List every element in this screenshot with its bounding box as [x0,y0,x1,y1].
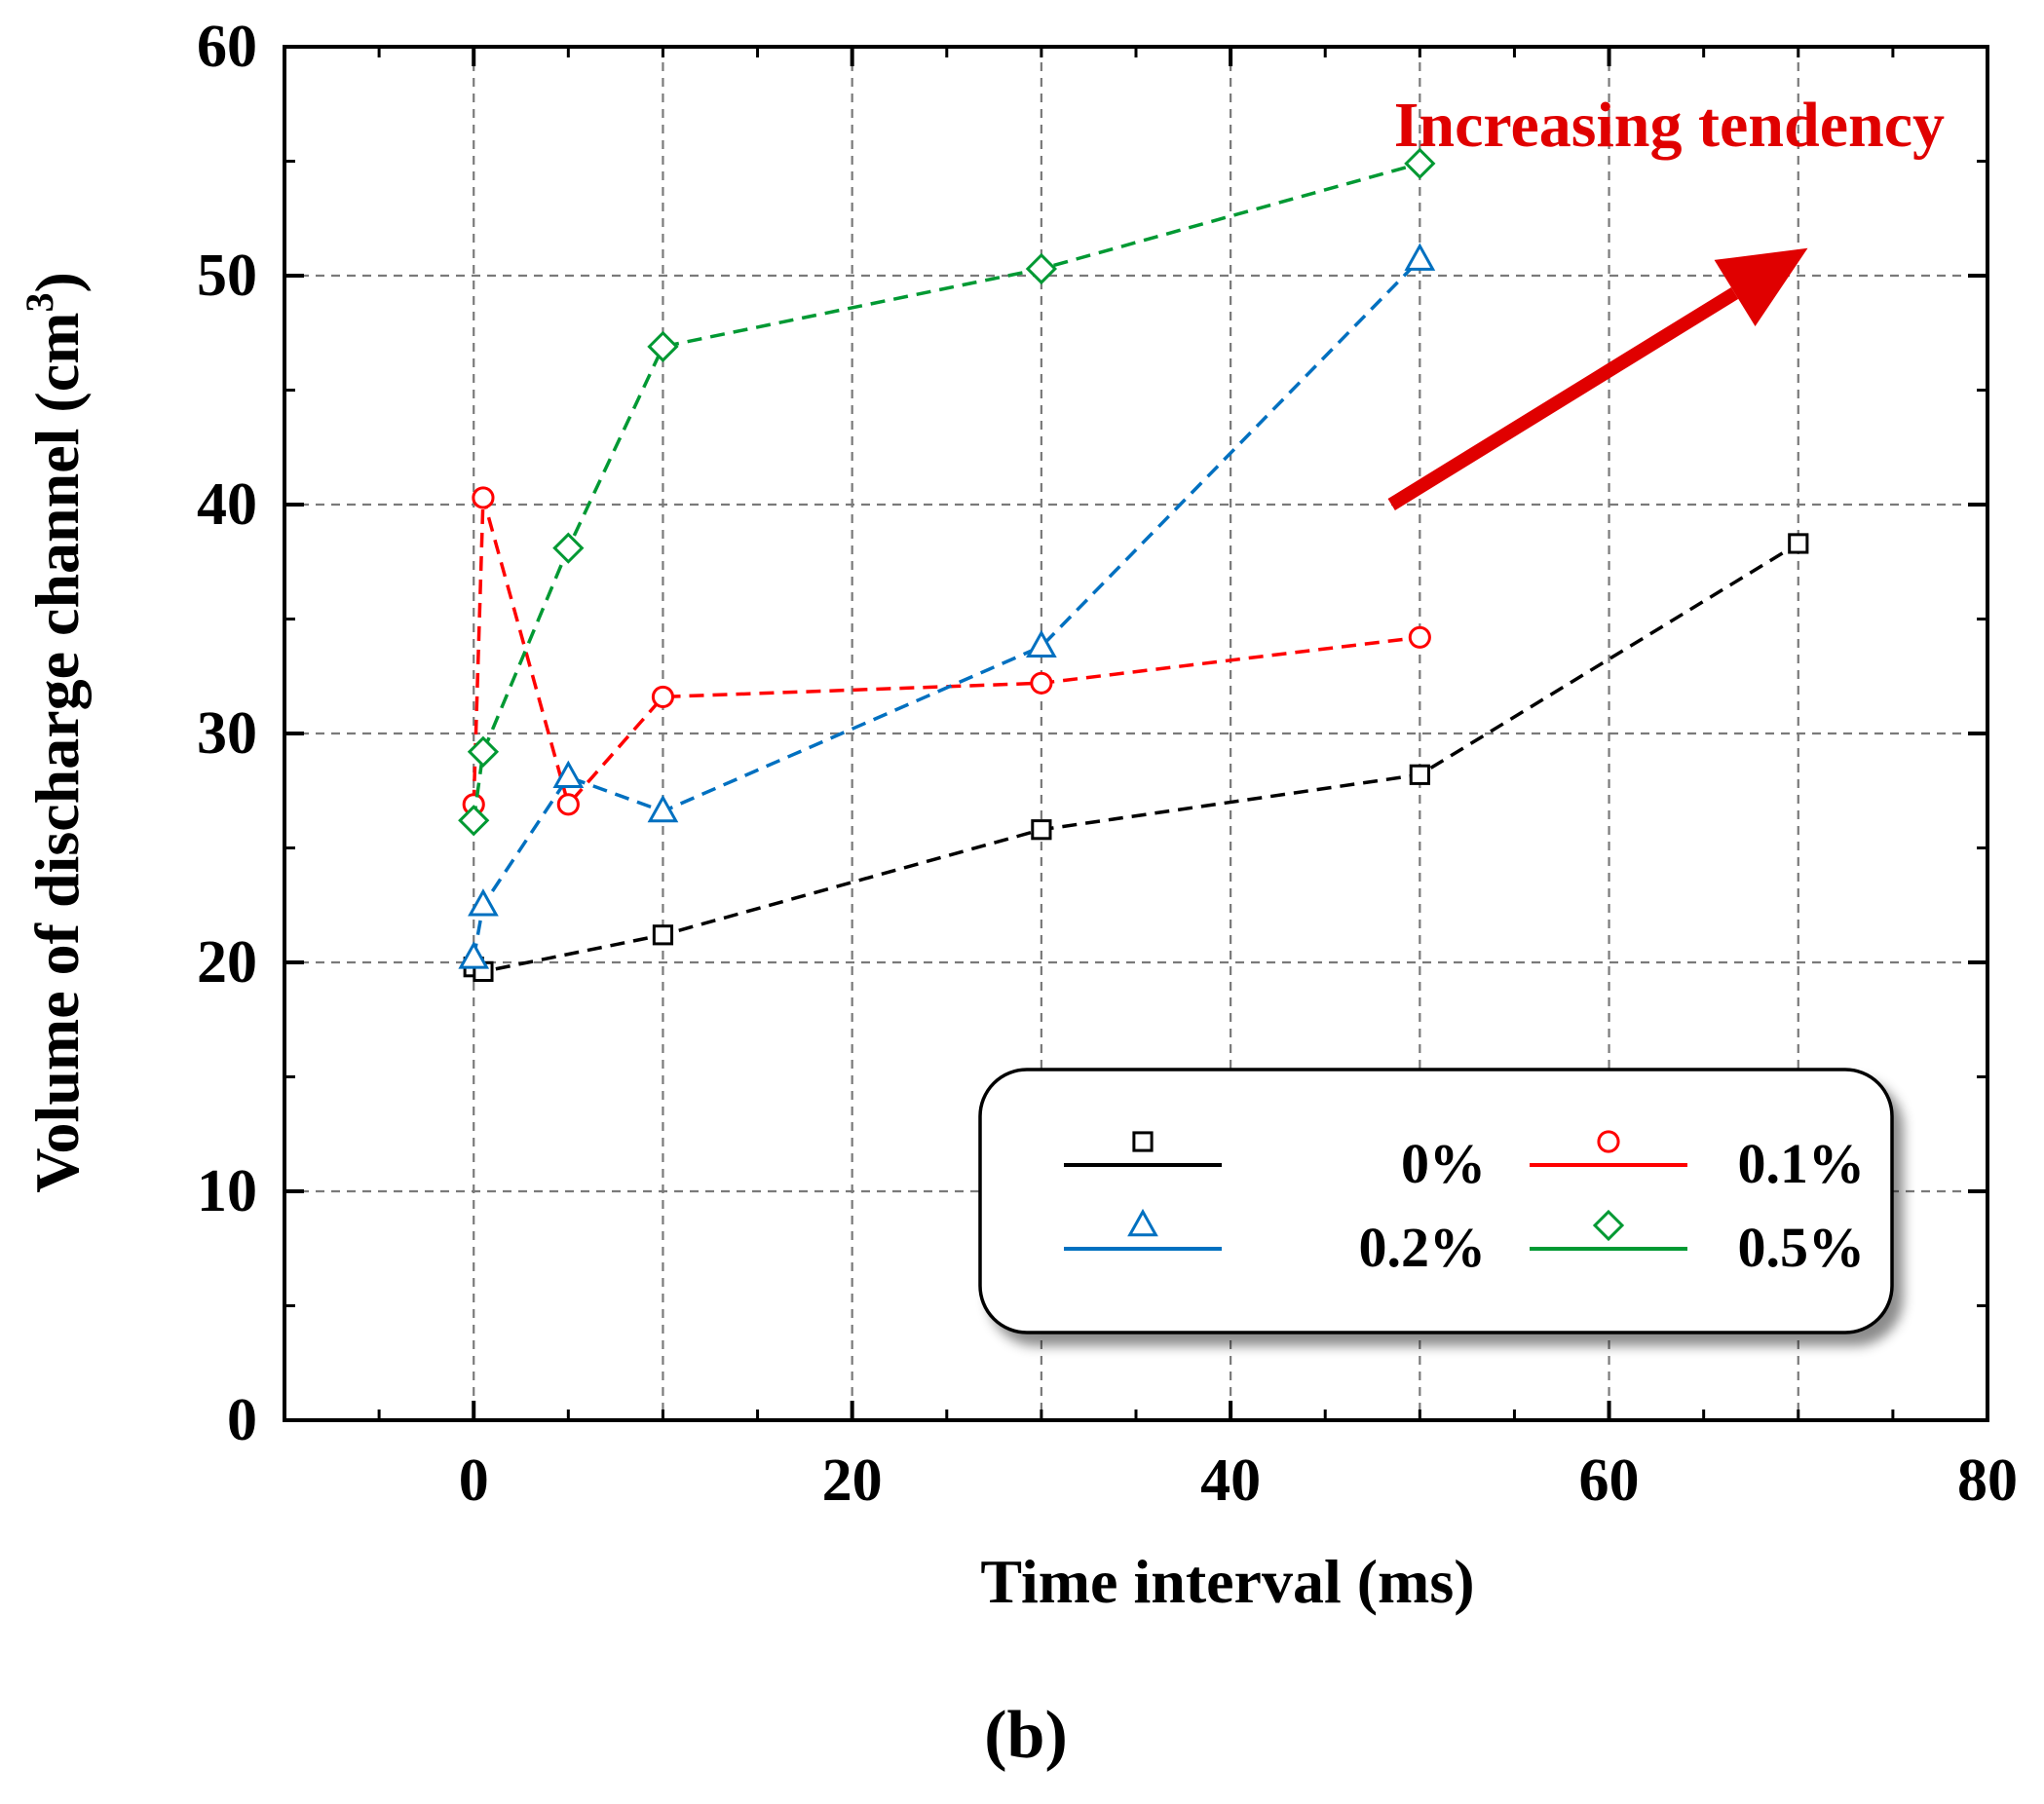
data-point [1025,252,1058,285]
legend-item-0-5pct: 0.5% [1530,1209,1866,1279]
data-point [556,793,580,816]
y-tick-label: 0 [227,1387,257,1453]
data-point [1031,819,1052,841]
axes-layer: 0 20 40 60 80 0 10 20 30 40 50 60 [197,14,2018,1514]
series-0-5pct [458,147,1436,837]
series-0pct [463,533,1809,982]
series-layer [458,147,1809,982]
data-point [458,805,490,837]
x-tick-label: 40 [1200,1447,1261,1514]
legend-layer: 0% 0.1% 0.2% 0.5% [978,1068,1894,1334]
y-axis-title: Volume of discharge channel (cm3) [18,272,92,1193]
x-axis-title: Time interval (ms) [980,1547,1474,1616]
data-point [1408,625,1431,649]
y-tick-label: 30 [197,700,257,767]
data-point [651,685,675,708]
legend-label: 0% [1401,1132,1486,1195]
data-point [1404,147,1436,179]
series-0-1pct [462,486,1431,816]
data-point [1409,764,1430,785]
data-point [1788,533,1809,554]
increasing-tendency-annotation: Increasing tendency [1394,90,1945,161]
legend-box [978,1068,1894,1334]
y-tick-label: 60 [197,14,257,80]
x-tick-label: 60 [1579,1447,1640,1514]
annotation-layer [1387,247,1808,510]
data-point [647,794,679,823]
data-point [468,888,499,917]
legend-marker [1127,1208,1158,1237]
panel-label: (b) [984,1698,1068,1773]
series-line [472,497,1420,808]
data-point [1026,629,1057,658]
series-line [472,258,1421,958]
y-tick-label: 40 [197,471,257,538]
series-line [472,162,1420,821]
legend-item-0-1pct: 0.1% [1530,1130,1866,1195]
data-point [552,532,585,564]
legend-label: 0.5% [1738,1216,1866,1279]
series-0-2pct [458,243,1436,969]
legend-marker [1597,1130,1620,1153]
y-axis-title-superscript: 3 [18,293,61,313]
y-tick-label: 10 [197,1158,257,1224]
y-axis-title-main: Volume of discharge channel (cm [22,313,92,1193]
data-point [1404,243,1436,271]
series-line [473,542,1799,974]
trend-arrow-shaft [1387,286,1739,510]
x-tick-label: 20 [822,1447,883,1514]
y-axis-title-end: ) [22,272,92,292]
legend-marker [1132,1131,1154,1152]
legend-item-0pct: 0% [1064,1131,1486,1195]
legend-label: 0.2% [1359,1216,1487,1279]
legend-label: 0.1% [1738,1132,1866,1195]
data-point [1030,671,1053,695]
data-point [467,735,500,768]
data-point [458,941,490,969]
legend-item-0-2pct: 0.2% [1064,1208,1487,1279]
trend-arrow-head [1714,247,1808,327]
data-point [472,486,495,509]
y-tick-label: 50 [197,243,257,309]
x-tick-label: 80 [1957,1447,2018,1514]
legend-marker [1592,1209,1625,1242]
data-point [647,330,679,362]
x-tick-label: 0 [459,1447,489,1514]
data-point [652,924,674,946]
y-tick-label: 20 [197,929,257,996]
data-point [552,760,585,788]
